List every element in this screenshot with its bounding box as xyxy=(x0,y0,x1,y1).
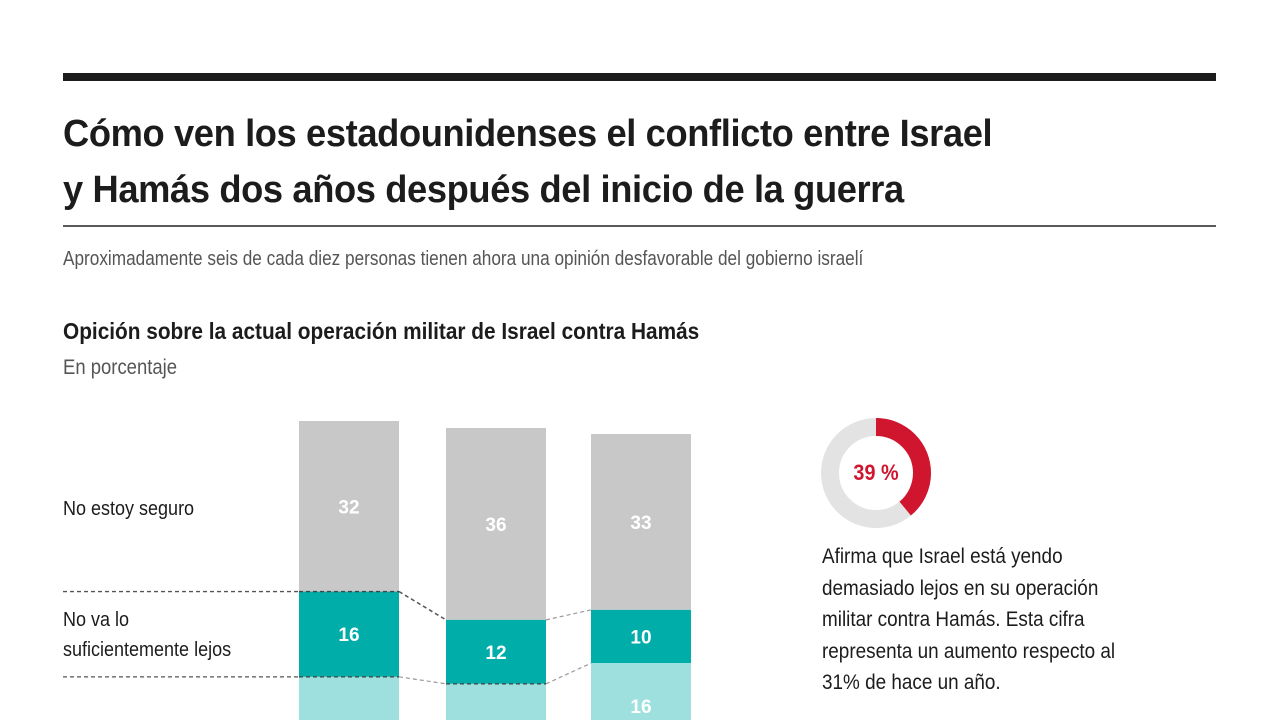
legend-label-unsure: No estoy seguro xyxy=(63,494,194,524)
bar-segment-third_segment xyxy=(446,683,546,720)
bar-segment-not_far_enough xyxy=(299,591,399,677)
bar-value-label: 16 xyxy=(630,697,651,718)
bar-segment-unsure xyxy=(446,428,546,620)
legend-label-unsure-text: No estoy seguro xyxy=(63,498,195,520)
bar-segment-third_segment xyxy=(591,663,691,720)
donut-value-label: 39 % xyxy=(853,460,899,485)
bar-connector-line xyxy=(545,609,592,621)
bar-connector-line xyxy=(398,676,447,685)
bar-value-label: 36 xyxy=(485,515,506,536)
page-title: Cómo ven los estadounidenses el conflict… xyxy=(63,106,1171,218)
chart-unit-label: En porcentaje xyxy=(63,356,178,379)
page-subtitle: Aproximadamente seis de cada diez person… xyxy=(63,248,864,270)
donut-value-arc xyxy=(821,418,931,528)
bar-value-label: 12 xyxy=(485,643,506,664)
bar-segment-not_far_enough xyxy=(446,619,546,684)
bar-segment-not_far_enough xyxy=(591,609,691,664)
page-title-line-1: Cómo ven los estadounidenses el conflict… xyxy=(63,113,993,155)
chart-title: Opición sobre la actual operación milita… xyxy=(63,318,700,344)
bar-value-label: 32 xyxy=(338,497,359,518)
bar-connector-line xyxy=(398,590,447,621)
donut-chart xyxy=(821,418,931,528)
top-rule xyxy=(63,73,1216,81)
highlight-text: Afirma que Israel está yendo demasiado l… xyxy=(822,545,1116,694)
legend-label-not-far-enough: No va lo suficientemente lejos xyxy=(63,605,231,665)
bar-value-label: 10 xyxy=(630,628,651,649)
title-divider xyxy=(63,225,1216,227)
bar-segment-third_segment xyxy=(299,676,399,720)
highlight-donut: 39 % xyxy=(820,417,932,529)
bar-connector-line xyxy=(545,662,592,685)
legend-label-not-far-enough-line-2: suficientemente lejos xyxy=(63,639,232,661)
bar-segment-unsure xyxy=(591,434,691,610)
bar-value-label: 16 xyxy=(338,625,359,646)
page-title-line-2: y Hamás dos años después del inicio de l… xyxy=(63,169,904,211)
legend-label-not-far-enough-line-1: No va lo xyxy=(63,609,130,631)
bar-value-label: 33 xyxy=(630,513,651,534)
bar-segment-unsure xyxy=(299,421,399,592)
